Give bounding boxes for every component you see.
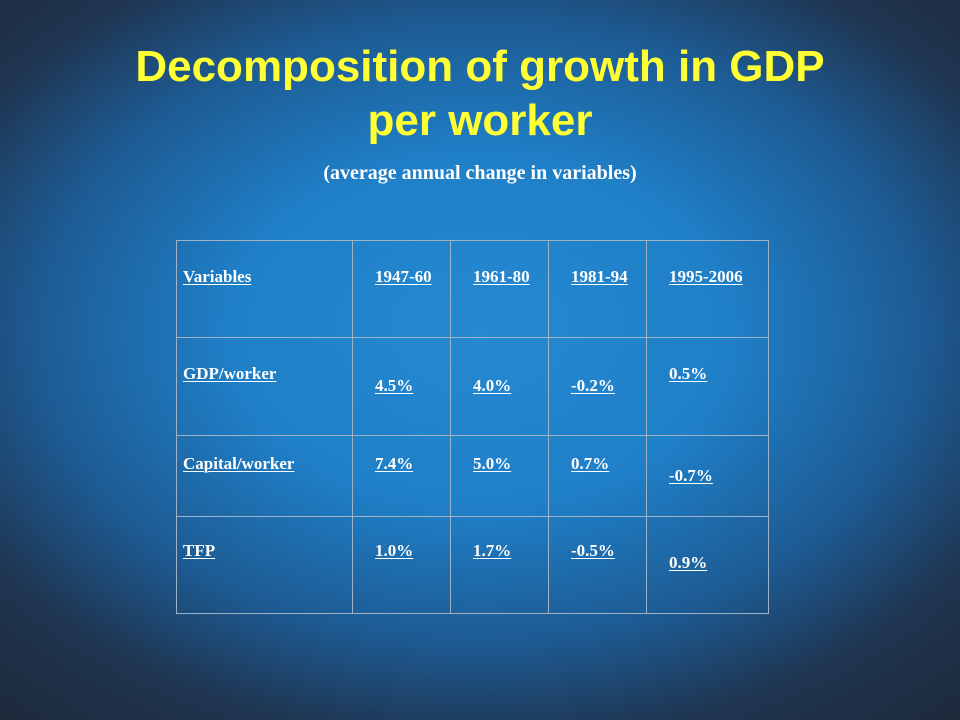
growth-decomposition-table: Variables 1947-60 1961-80 1981-94 1995-2… bbox=[176, 240, 769, 614]
table-header-row: Variables 1947-60 1961-80 1981-94 1995-2… bbox=[176, 240, 769, 338]
slide-title-line-1: Decomposition of growth in GDP bbox=[135, 42, 825, 91]
slide-title: Decomposition of growth in GDP per worke… bbox=[0, 40, 960, 148]
table-cell: 1.0% bbox=[352, 516, 451, 614]
table-cell: 0.7% bbox=[548, 435, 647, 517]
header-cell-1961-80: 1961-80 bbox=[450, 240, 549, 338]
table-cell: 1.7% bbox=[450, 516, 549, 614]
table-cell: 7.4% bbox=[352, 435, 451, 517]
table-row-tfp: TFP 1.0% 1.7% -0.5% 0.9% bbox=[176, 516, 769, 614]
header-cell-1995-2006: 1995-2006 bbox=[646, 240, 769, 338]
slide-subtitle: (average annual change in variables) bbox=[323, 162, 637, 184]
table-row-gdp-per-worker: GDP/worker 4.5% 4.0% -0.2% 0.5% bbox=[176, 337, 769, 436]
table-cell: 0.9% bbox=[646, 516, 769, 614]
header-cell-1981-94: 1981-94 bbox=[548, 240, 647, 338]
table-cell: 0.5% bbox=[646, 337, 769, 436]
row-label-capital-per-worker: Capital/worker bbox=[176, 435, 353, 517]
header-cell-1947-60: 1947-60 bbox=[352, 240, 451, 338]
table-cell: 4.5% bbox=[352, 337, 451, 436]
row-label-gdp-per-worker: GDP/worker bbox=[176, 337, 353, 436]
row-label-tfp: TFP bbox=[176, 516, 353, 614]
table-cell: 4.0% bbox=[450, 337, 549, 436]
slide-title-line-2: per worker bbox=[367, 96, 593, 145]
table-cell: -0.7% bbox=[646, 435, 769, 517]
table-cell: 5.0% bbox=[450, 435, 549, 517]
table-row-capital-per-worker: Capital/worker 7.4% 5.0% 0.7% -0.7% bbox=[176, 435, 769, 517]
table-cell: -0.5% bbox=[548, 516, 647, 614]
table-cell: -0.2% bbox=[548, 337, 647, 436]
header-cell-variables: Variables bbox=[176, 240, 353, 338]
